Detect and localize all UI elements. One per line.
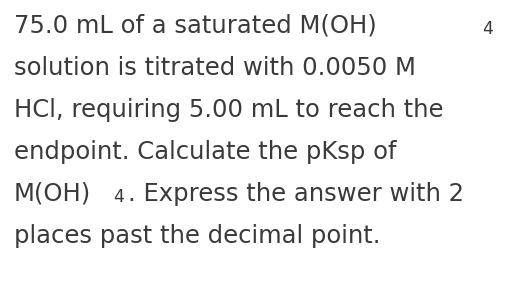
Text: M(OH): M(OH) — [14, 182, 92, 206]
Text: 75.0 mL of a saturated M(OH): 75.0 mL of a saturated M(OH) — [14, 14, 377, 38]
Text: . Express the answer with 2: . Express the answer with 2 — [128, 182, 464, 206]
Text: 4: 4 — [114, 188, 124, 206]
Text: places past the decimal point.: places past the decimal point. — [14, 224, 380, 248]
Text: endpoint. Calculate the pKsp of: endpoint. Calculate the pKsp of — [14, 140, 396, 164]
Text: HCl, requiring 5.00 mL to reach the: HCl, requiring 5.00 mL to reach the — [14, 98, 444, 122]
Text: 4: 4 — [482, 20, 493, 38]
Text: solution is titrated with 0.0050 M: solution is titrated with 0.0050 M — [14, 56, 416, 80]
